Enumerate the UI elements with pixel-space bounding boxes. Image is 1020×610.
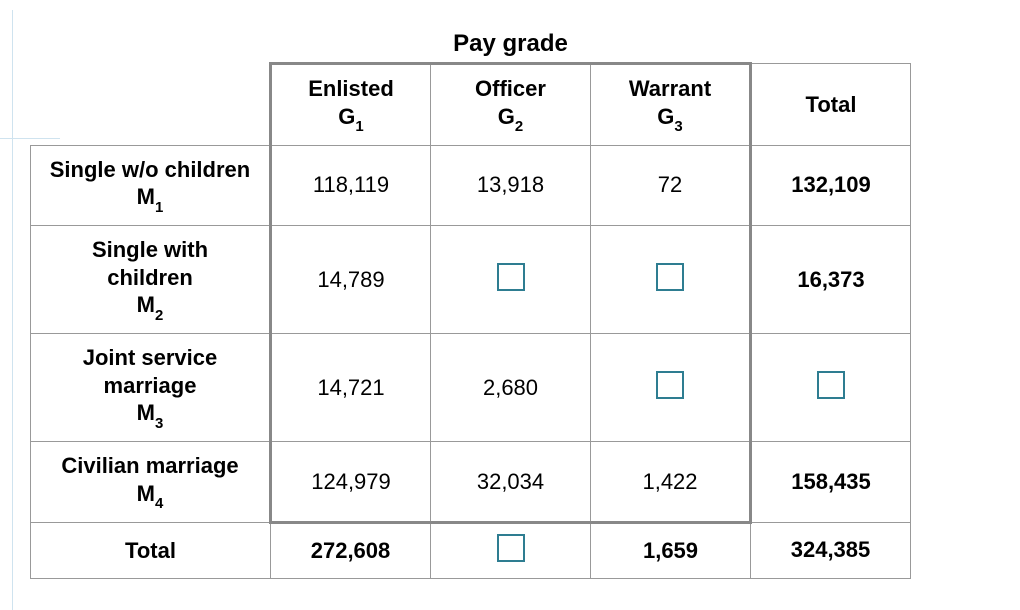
col-header-sub: 2	[515, 118, 523, 135]
table-row: Joint service marriage M3 14,721 2,680	[31, 334, 911, 442]
cell-r4-total: 158,435	[751, 442, 911, 523]
cell-r4c1: 124,979	[271, 442, 431, 523]
col-header-symbol: G	[657, 104, 674, 129]
row-header-m3: Joint service marriage M3	[31, 334, 271, 442]
cell-r2c2	[431, 226, 591, 334]
row-header-sub: 1	[155, 199, 163, 216]
input-box[interactable]	[817, 371, 845, 399]
blank-left-of-headers	[31, 64, 271, 146]
row-header-sub: 4	[155, 495, 163, 512]
input-box[interactable]	[656, 371, 684, 399]
table-row: Single with children M2 14,789 16,373	[31, 226, 911, 334]
cell-r2c3	[591, 226, 751, 334]
cell-r1-total: 132,109	[751, 145, 911, 226]
cell-total-c3: 1,659	[591, 522, 751, 578]
cell-r1c1: 118,119	[271, 145, 431, 226]
row-header-label: Single with	[92, 237, 208, 262]
row-header-symbol: M	[137, 292, 155, 317]
blank-above-total	[751, 20, 911, 64]
col-header-label: Enlisted	[308, 76, 394, 101]
cell-total-total: 324,385	[751, 522, 911, 578]
row-header-total: Total	[31, 522, 271, 578]
row-header-m4: Civilian marriage M4	[31, 442, 271, 523]
cell-r3c3	[591, 334, 751, 442]
table-row: Civilian marriage M4 124,979 32,034 1,42…	[31, 442, 911, 523]
super-header: Pay grade	[271, 20, 751, 64]
table-column-header-row: Enlisted G1 Officer G2 Warrant G3 Total	[31, 64, 911, 146]
table-total-row: Total 272,608 1,659 324,385	[31, 522, 911, 578]
cell-r3c2: 2,680	[431, 334, 591, 442]
cell-r2c1: 14,789	[271, 226, 431, 334]
col-header-label: Warrant	[629, 76, 711, 101]
cell-r2-total: 16,373	[751, 226, 911, 334]
cell-total-c2	[431, 522, 591, 578]
table-row: Single w/o children M1 118,119 13,918 72…	[31, 145, 911, 226]
cell-r4c2: 32,034	[431, 442, 591, 523]
input-box[interactable]	[497, 263, 525, 291]
cell-r1c3: 72	[591, 145, 751, 226]
row-header-symbol: M	[137, 400, 155, 425]
col-header-officer: Officer G2	[431, 64, 591, 146]
cell-total-c1: 272,608	[271, 522, 431, 578]
guide-line-horizontal	[0, 138, 60, 139]
col-header-enlisted: Enlisted G1	[271, 64, 431, 146]
col-header-sub: 3	[674, 118, 682, 135]
table-container: Pay grade Enlisted G1 Officer G2 Warrant…	[30, 20, 990, 579]
row-header-label: children	[107, 265, 193, 290]
blank-corner	[31, 20, 271, 64]
table-super-header-row: Pay grade	[31, 20, 911, 64]
input-box[interactable]	[497, 534, 525, 562]
input-box[interactable]	[656, 263, 684, 291]
row-header-label: marriage	[104, 373, 197, 398]
row-header-label: Joint service	[83, 345, 218, 370]
row-header-label: Single w/o children	[50, 157, 250, 182]
cell-r1c2: 13,918	[431, 145, 591, 226]
col-header-warrant: Warrant G3	[591, 64, 751, 146]
row-header-symbol: M	[137, 481, 155, 506]
pay-grade-table: Pay grade Enlisted G1 Officer G2 Warrant…	[30, 20, 911, 579]
cell-r3c1: 14,721	[271, 334, 431, 442]
row-header-sub: 3	[155, 415, 163, 432]
col-header-sub: 1	[355, 118, 363, 135]
cell-r3-total	[751, 334, 911, 442]
row-header-sub: 2	[155, 307, 163, 324]
cell-r4c3: 1,422	[591, 442, 751, 523]
col-header-label: Officer	[475, 76, 546, 101]
col-header-symbol: G	[338, 104, 355, 129]
row-header-label: Civilian marriage	[61, 453, 238, 478]
col-header-total: Total	[751, 64, 911, 146]
col-header-symbol: G	[498, 104, 515, 129]
row-header-m1: Single w/o children M1	[31, 145, 271, 226]
row-header-m2: Single with children M2	[31, 226, 271, 334]
row-header-symbol: M	[137, 184, 155, 209]
guide-line-vertical	[12, 10, 13, 610]
